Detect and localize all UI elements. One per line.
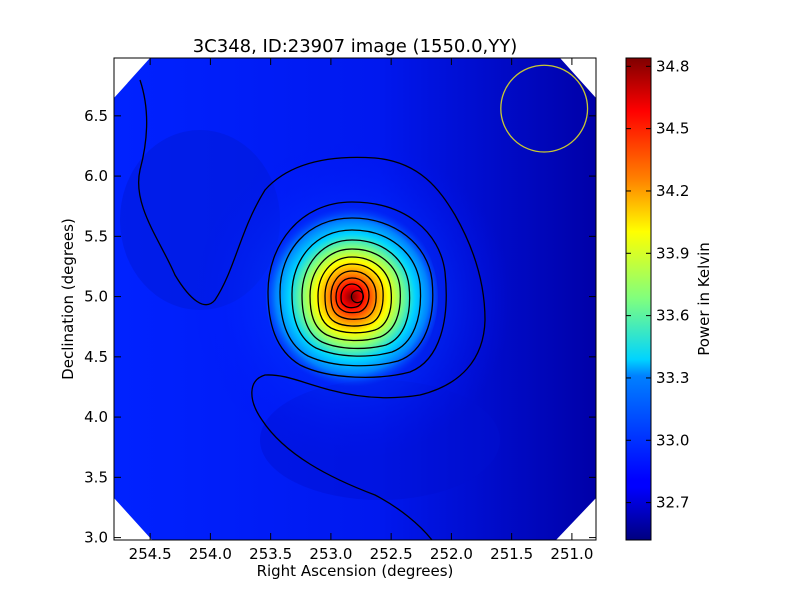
y-tick-label: 4.0 (84, 408, 108, 426)
blank-corner (114, 498, 152, 540)
contour-line (267, 201, 447, 378)
colorbar-tick-label: 34.5 (656, 120, 689, 138)
x-tick-label: 251.5 (490, 545, 533, 563)
y-tick-label: 5.5 (84, 227, 108, 245)
x-axis-label: Right Ascension (degrees) (257, 562, 454, 580)
plot-frame (113, 57, 597, 541)
blank-corner (114, 58, 150, 98)
contour-line (309, 248, 401, 342)
source-marker (350, 289, 365, 304)
x-tick-label: 253.0 (309, 545, 352, 563)
blank-corner (556, 498, 596, 540)
blank-corner (560, 58, 596, 98)
colorbar-tick-label: 34.2 (656, 182, 689, 200)
plot-area (114, 58, 596, 540)
contour-line (317, 256, 393, 334)
contour-line (324, 263, 384, 327)
y-tick-label: 6.0 (84, 167, 108, 185)
colorbar-tick-label: 33.9 (656, 244, 689, 262)
x-tick-label: 251.0 (550, 545, 593, 563)
y-tick-label: 4.5 (84, 348, 108, 366)
beam-circle (500, 64, 589, 153)
colorbar-tick-label: 33.3 (656, 369, 689, 387)
x-tick-label: 254.0 (189, 545, 232, 563)
y-tick-label: 6.5 (84, 107, 108, 125)
y-tick-label: 3.5 (84, 468, 108, 486)
colorbar-tick-label: 33.6 (656, 307, 689, 325)
x-tick-label: 254.5 (129, 545, 172, 563)
chart-title: 3C348, ID:23907 image (1550.0,YY) (193, 36, 518, 57)
y-tick-label: 5.0 (84, 288, 108, 306)
colorbar-label: Power in Kelvin (695, 242, 713, 356)
colorbar-tick-label: 34.8 (656, 57, 689, 75)
colorbar-ticks: 32.7 33.0 33.3 33.6 33.9 34.2 34.5 34.8 (626, 57, 689, 512)
contour-lines (138, 79, 486, 540)
contour-line (291, 229, 422, 357)
contour-line (335, 277, 370, 314)
x-axis-ticks: 254.5 254.0 253.5 253.0 252.5 252.0 251.5 251.0 (129, 58, 593, 563)
contour-line (279, 217, 434, 367)
y-axis-ticks: 3.0 3.5 4.0 4.5 5.0 5.5 6.0 6.5 (84, 107, 596, 547)
colorbar-tick-label: 32.7 (656, 494, 689, 512)
x-tick-label: 252.0 (430, 545, 473, 563)
x-tick-label: 253.5 (249, 545, 292, 563)
y-tick-label: 3.0 (84, 529, 108, 547)
colorbar (625, 57, 652, 541)
contour-line (330, 270, 377, 320)
x-tick-label: 252.5 (370, 545, 413, 563)
contour-line (138, 79, 486, 540)
contour-line (301, 239, 411, 350)
y-axis-label: Declination (degrees) (59, 218, 77, 380)
colorbar-tick-label: 33.0 (656, 431, 689, 449)
